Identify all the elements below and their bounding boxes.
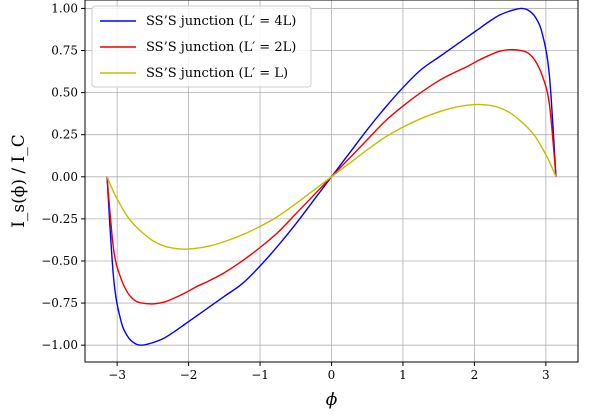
y-axis-label: I_s(ϕ) / I_C — [9, 134, 29, 228]
legend: SS’S junction (L′ = 4L) SS’S junction (L… — [91, 5, 312, 88]
y-tick-label: 0.25 — [51, 128, 78, 142]
x-tick-label: −1 — [251, 368, 269, 382]
y-tick-label: 0.00 — [51, 170, 78, 184]
y-ticks: −1.00 −0.75 −0.50 −0.25 0.00 0.25 0.50 0.75 1.00 — [41, 1, 85, 352]
x-ticks: −3 −2 −1 0 1 2 3 — [108, 362, 550, 382]
x-tick-label: 3 — [542, 368, 550, 382]
grid-lines — [85, 0, 578, 362]
y-tick-label: −1.00 — [41, 338, 78, 352]
x-tick-label: 1 — [399, 368, 407, 382]
y-tick-label: 0.50 — [51, 86, 78, 100]
series-lines — [106, 7, 557, 346]
y-tick-label: 0.75 — [51, 44, 78, 58]
legend-box — [91, 5, 312, 88]
legend-label-series-3: SS’S junction (L′ = L) — [146, 66, 288, 81]
y-tick-label: −0.50 — [41, 254, 78, 268]
series-line-3 — [106, 103, 557, 250]
legend-label-series-2: SS’S junction (L′ = 2L) — [146, 40, 296, 55]
y-tick-label: −0.25 — [41, 212, 78, 226]
x-tick-label: −3 — [108, 368, 126, 382]
legend-label-series-1: SS’S junction (L′ = 4L) — [146, 14, 296, 29]
x-tick-label: −2 — [180, 368, 198, 382]
y-tick-label: −0.75 — [41, 296, 78, 310]
x-tick-label: 0 — [328, 368, 336, 382]
x-tick-label: 2 — [471, 368, 479, 382]
x-axis-label: ϕ — [326, 390, 338, 410]
y-tick-label: 1.00 — [51, 1, 78, 15]
